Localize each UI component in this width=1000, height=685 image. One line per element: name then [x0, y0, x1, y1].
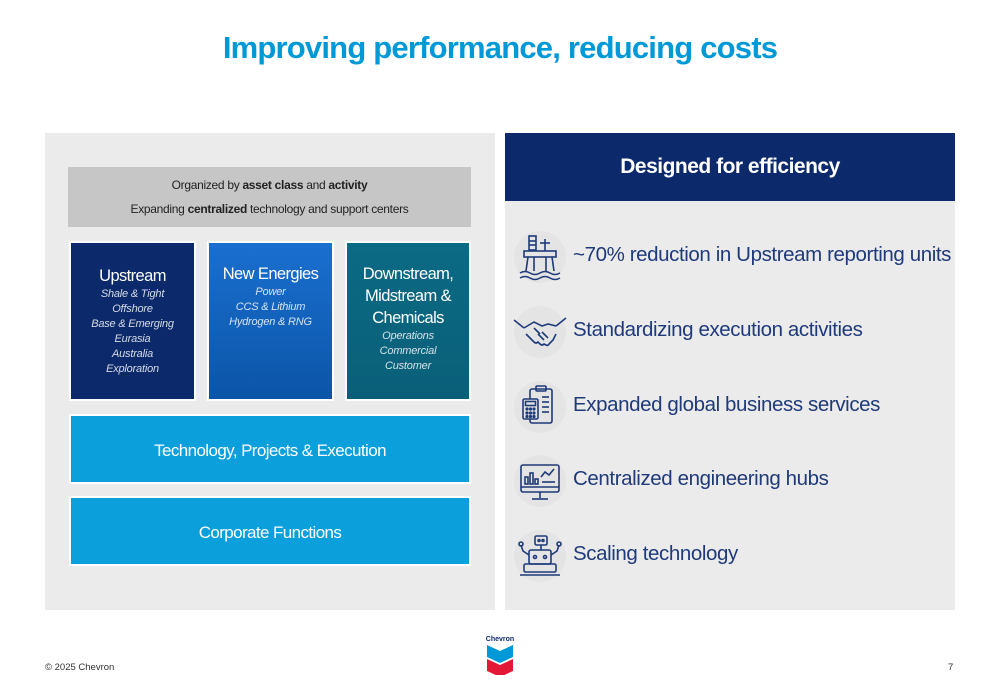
efficiency-row-text: Expanded global business services [573, 393, 881, 416]
upstream-item: Australia [112, 348, 153, 360]
efficiency-row-text: Scaling technology [573, 542, 738, 565]
upstream-item: Shale & Tight [100, 288, 165, 300]
handshake-icon [512, 304, 568, 360]
efficiency-row-text: ~70% reduction in Upstream reporting uni… [573, 243, 952, 266]
offshore-platform-icon [512, 229, 568, 285]
corporate-functions-bar: Corporate Functions [69, 496, 471, 566]
page-title: Improving performance, reducing costs [222, 30, 778, 65]
new-energies-heading: New Energies [222, 265, 319, 283]
efficiency-panel [505, 133, 955, 610]
new-energies-item: Power [255, 286, 286, 298]
efficiency-row: ~70% reduction in Upstream reporting uni… [512, 229, 952, 285]
computer-dashboard-icon [512, 453, 568, 509]
org-summary-line-1: Organized by asset class and activity [171, 178, 368, 192]
new-energies-item: Hydrogen & RNG [229, 316, 312, 328]
efficiency-row: Standardizing execution activities [512, 304, 952, 360]
downstream-item: Operations [382, 330, 434, 342]
efficiency-heading: Designed for efficiency [505, 133, 955, 201]
downstream-item: Commercial [379, 345, 437, 357]
efficiency-row: Centralized engineering hubs [512, 453, 952, 509]
chevron-logo-icon [487, 645, 513, 675]
logo-wordmark: Chevron [485, 636, 515, 643]
technology-projects-execution-bar: Technology, Projects & Execution [69, 414, 471, 484]
downstream-item: Customer [384, 360, 432, 372]
copyright-text: © 2025 Chevron [45, 662, 115, 673]
clipboard-calculator-icon [512, 379, 568, 435]
downstream-heading-line: Midstream & [364, 287, 452, 305]
downstream-heading-line: Chemicals [372, 309, 444, 327]
efficiency-row-text: Centralized engineering hubs [573, 467, 829, 490]
upstream-item: Eurasia [114, 333, 151, 345]
page-number: 7 [948, 662, 954, 673]
upstream-item: Offshore [112, 303, 153, 315]
org-summary-line-2: Expanding centralized technology and sup… [130, 202, 409, 216]
efficiency-row: Scaling technology [512, 528, 952, 584]
efficiency-row: Expanded global business services [512, 379, 952, 435]
upstream-item: Base & Emerging [91, 318, 174, 330]
efficiency-row-text: Standardizing execution activities [573, 318, 863, 341]
upstream-card: Upstream Shale & Tight Offshore Base & E… [69, 241, 196, 401]
downstream-heading-line: Downstream, [362, 265, 454, 283]
downstream-card: Downstream, Midstream & Chemicals Operat… [345, 241, 471, 401]
upstream-item: Exploration [106, 363, 159, 375]
new-energies-item: CCS & Lithium [235, 301, 306, 313]
robot-technology-icon [512, 528, 568, 584]
upstream-heading: Upstream [99, 267, 166, 285]
org-summary-box: Organized by asset class and activity Ex… [68, 167, 471, 227]
chevron-logo: Chevron [481, 636, 519, 676]
new-energies-card: New Energies Power CCS & Lithium Hydroge… [207, 241, 334, 401]
